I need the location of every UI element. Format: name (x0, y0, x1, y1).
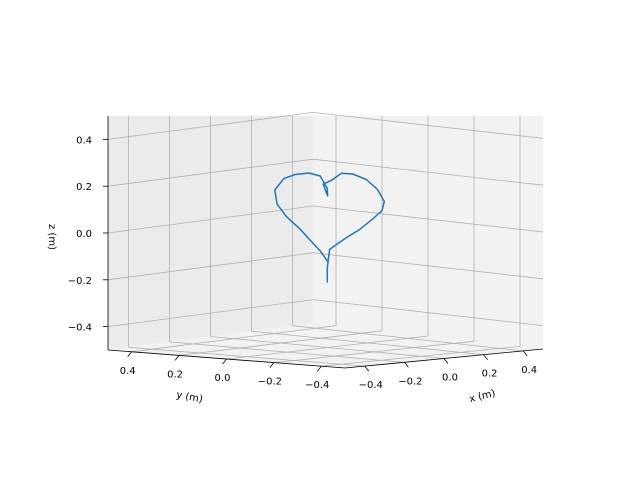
plot-area (274, 172, 386, 283)
y-tick (127, 351, 133, 358)
x-tick-label: 0.4 (521, 365, 537, 376)
x-tick (364, 365, 370, 372)
y-axis-label: y (m) (175, 390, 203, 406)
y-floor-grid-line (128, 346, 365, 367)
z-tick-label: −0.4 (68, 323, 92, 334)
x-tick-label: 0.0 (442, 373, 458, 384)
x-tick (404, 362, 409, 368)
y-tick (269, 362, 275, 368)
y-tick-label: −0.4 (305, 380, 329, 391)
y-tick (316, 365, 322, 372)
y-floor-grid-line (251, 330, 484, 356)
y-floor-grid-line (210, 336, 445, 359)
tick-marks: −0.4 −0.2 0.0 0.2 0.4 0.4 0.2 0.0 −0.2 −0.4 0.4 0.2… (68, 135, 537, 391)
x-tick (483, 354, 488, 360)
x-axis-label: x (m) (468, 388, 497, 405)
y-tick-label: 0.0 (215, 373, 231, 384)
x-tick-label: −0.2 (398, 376, 422, 387)
series-line (274, 172, 386, 283)
grid-lines (107, 112, 544, 367)
z-tick-label: 0.0 (76, 229, 92, 240)
axes-panes (107, 115, 544, 369)
y-floor-grid-line (292, 325, 524, 352)
y-tick-label: 0.4 (120, 366, 136, 377)
z-axis-label: z (m) (46, 224, 57, 250)
y-tick-label: −0.2 (258, 377, 282, 388)
z-tick-label: 0.2 (76, 182, 92, 193)
y-floor-grid-line (169, 341, 405, 363)
x-tick-label: 0.2 (482, 369, 498, 380)
x-tick-label: −0.4 (359, 380, 383, 391)
x-tick (522, 350, 528, 357)
y-tick (174, 355, 180, 361)
y-tick-label: 0.2 (167, 369, 183, 380)
z-tick-label: −0.2 (68, 276, 92, 287)
x-tick (443, 358, 449, 364)
y-tick (222, 358, 227, 365)
z-tick-label: 0.4 (76, 135, 92, 146)
